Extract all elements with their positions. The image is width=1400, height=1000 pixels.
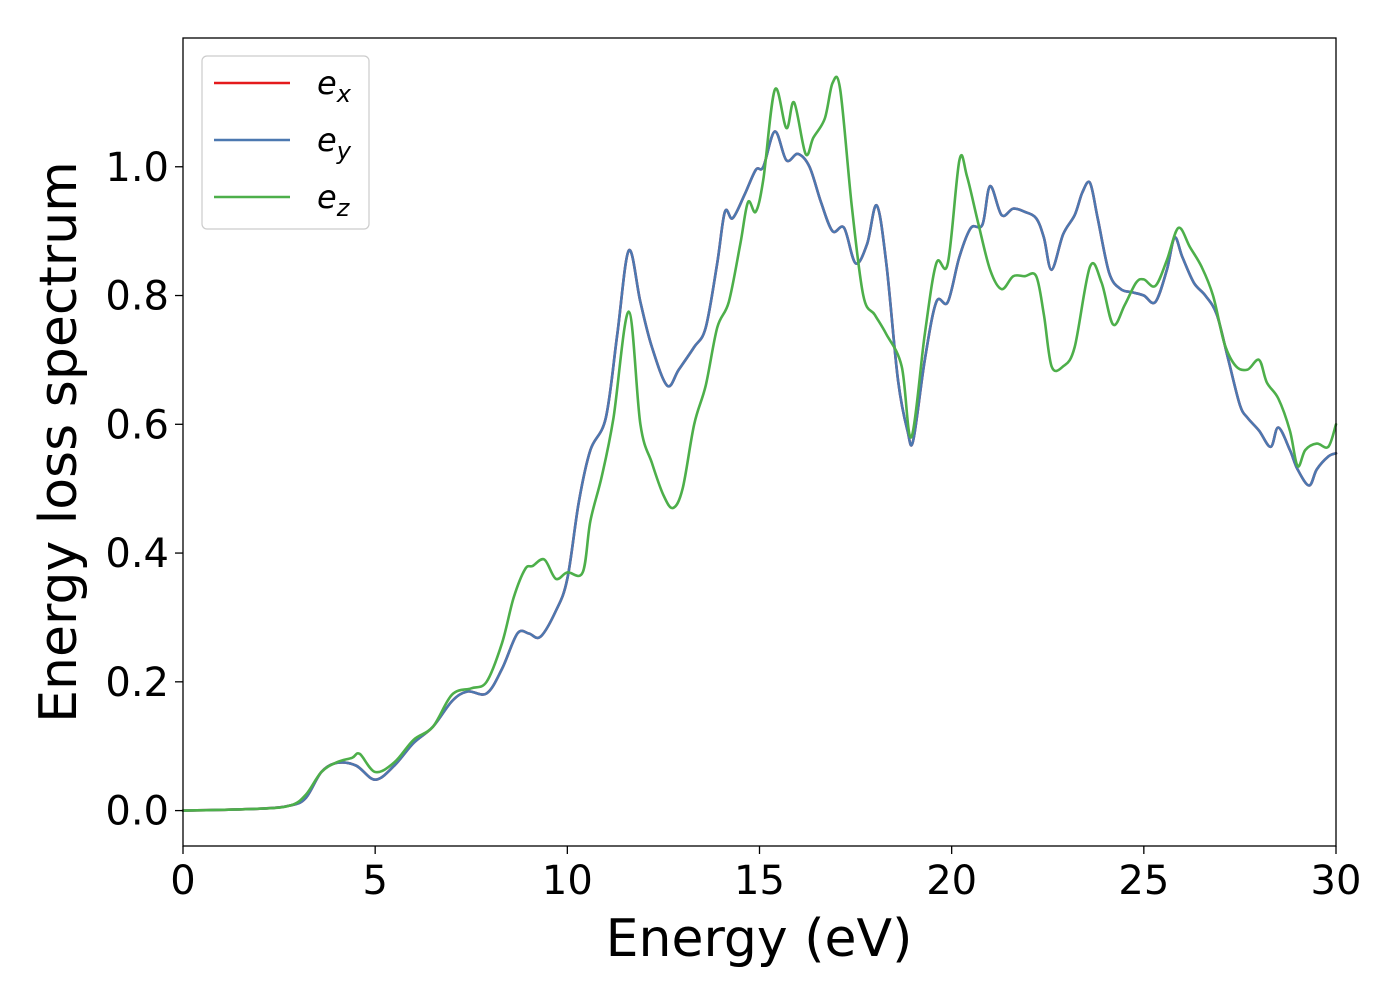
y-axis-title: Energy loss spectrum: [29, 161, 89, 723]
x-tick-label: 5: [362, 858, 387, 904]
x-tick-label: 15: [734, 858, 785, 904]
x-tick-label: 20: [926, 858, 977, 904]
x-tick-label: 10: [542, 858, 593, 904]
series-line-z: [181, 75, 1338, 812]
y-tick-label: 0.4: [105, 531, 169, 577]
legend: ex ey ez: [201, 55, 370, 230]
legend-label-y: ey: [317, 121, 352, 165]
x-tick-label: 25: [1118, 858, 1169, 904]
series-line-x: [181, 130, 1338, 812]
y-tick-label: 0.2: [105, 660, 169, 706]
legend-label-z: ez: [317, 178, 351, 222]
y-tick-label: 0.8: [105, 274, 169, 320]
series-line-y: [181, 130, 1338, 812]
legend-box: [201, 55, 370, 230]
y-tick-label: 0.0: [105, 789, 169, 835]
x-tick-label: 0: [170, 858, 195, 904]
legend-label-x: ex: [317, 64, 352, 108]
y-tick-label: 0.6: [105, 402, 169, 448]
y-tick-label: 1.0: [105, 145, 169, 191]
series-layer: [181, 75, 1338, 812]
x-tick-label: 30: [1311, 858, 1362, 904]
x-axis-title: Energy (eV): [606, 909, 913, 969]
ticks-layer: 0 5 10 15 20 25 30 0.0 0.2 0.4 0.6 0.8 1.0: [105, 145, 1361, 904]
